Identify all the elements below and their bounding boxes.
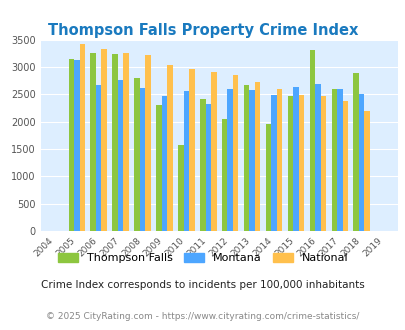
Bar	[96, 85, 101, 231]
Bar	[292, 87, 298, 231]
Bar	[74, 60, 79, 231]
Bar	[265, 124, 271, 231]
Bar	[320, 96, 325, 231]
Bar	[232, 75, 238, 231]
Text: Thompson Falls Property Crime Index: Thompson Falls Property Crime Index	[48, 23, 357, 38]
Bar	[331, 89, 336, 231]
Bar	[145, 55, 150, 231]
Bar	[189, 69, 194, 231]
Bar	[156, 105, 161, 231]
Bar	[68, 59, 74, 231]
Bar	[358, 94, 364, 231]
Bar	[178, 145, 183, 231]
Bar	[161, 96, 167, 231]
Bar	[139, 88, 145, 231]
Bar	[353, 73, 358, 231]
Bar	[298, 95, 303, 231]
Bar	[254, 82, 260, 231]
Bar	[222, 119, 227, 231]
Bar	[134, 78, 139, 231]
Bar	[90, 53, 96, 231]
Bar	[276, 89, 281, 231]
Bar	[183, 91, 189, 231]
Text: © 2025 CityRating.com - https://www.cityrating.com/crime-statistics/: © 2025 CityRating.com - https://www.city…	[46, 312, 359, 321]
Bar	[249, 90, 254, 231]
Bar	[271, 95, 276, 231]
Text: Crime Index corresponds to incidents per 100,000 inhabitants: Crime Index corresponds to incidents per…	[41, 280, 364, 290]
Bar	[211, 72, 216, 231]
Bar	[200, 99, 205, 231]
Bar	[227, 89, 232, 231]
Bar	[167, 65, 172, 231]
Bar	[101, 49, 107, 231]
Bar	[336, 89, 342, 231]
Bar	[79, 44, 85, 231]
Bar	[117, 80, 123, 231]
Bar	[243, 85, 249, 231]
Bar	[205, 104, 211, 231]
Bar	[123, 53, 128, 231]
Bar	[342, 101, 347, 231]
Bar	[112, 54, 117, 231]
Bar	[309, 50, 314, 231]
Bar	[287, 96, 292, 231]
Legend: Thompson Falls, Montana, National: Thompson Falls, Montana, National	[53, 248, 352, 268]
Bar	[364, 111, 369, 231]
Bar	[314, 84, 320, 231]
